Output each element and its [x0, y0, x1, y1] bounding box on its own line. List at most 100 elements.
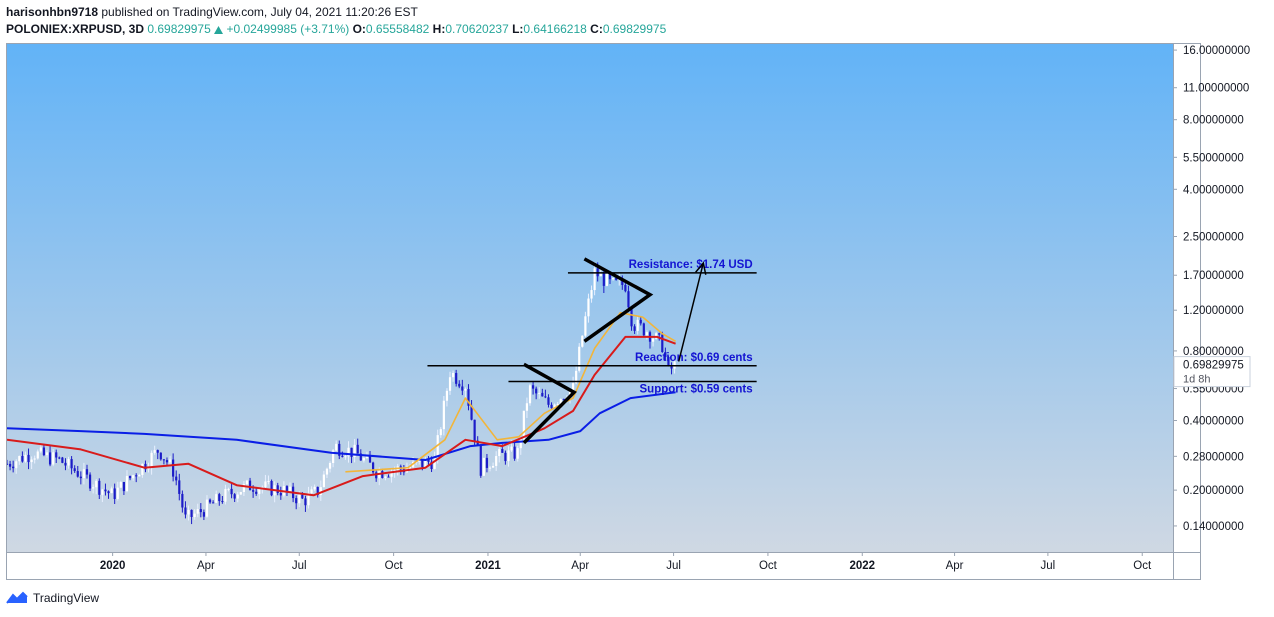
candle — [122, 482, 126, 492]
candle — [451, 372, 455, 378]
candle — [301, 494, 304, 499]
tradingview-brand[interactable]: TradingView — [33, 591, 100, 605]
candle — [33, 458, 36, 460]
ma-mid-line — [7, 335, 676, 497]
candle — [215, 494, 218, 503]
candle — [430, 461, 433, 469]
candle — [611, 277, 615, 280]
candle — [218, 494, 221, 502]
candle — [547, 397, 550, 405]
candle — [316, 486, 319, 496]
candle — [88, 474, 92, 489]
candle — [119, 482, 122, 488]
triangle-pattern — [583, 257, 654, 343]
candle — [245, 480, 249, 485]
candle — [128, 475, 132, 479]
candle — [562, 399, 565, 401]
candle — [458, 383, 461, 387]
triangle-up-icon — [214, 26, 224, 34]
candle — [236, 494, 239, 499]
y-tick-label: 0.14000000 — [1183, 521, 1244, 533]
candle — [239, 492, 242, 495]
candle — [193, 513, 196, 517]
author-name[interactable]: harisonhbn9718 — [6, 5, 99, 19]
candle — [156, 450, 159, 453]
candle — [350, 447, 353, 457]
candle — [488, 467, 492, 469]
arrow-line — [677, 262, 705, 362]
candle — [624, 284, 627, 292]
chart-frame — [6, 43, 1201, 580]
candle — [525, 403, 529, 411]
candle — [470, 405, 473, 420]
candle — [304, 498, 307, 506]
candle — [630, 307, 633, 327]
candle — [258, 489, 261, 494]
candle — [448, 377, 452, 391]
candle — [98, 480, 101, 495]
candle — [113, 488, 116, 499]
candle — [408, 467, 412, 469]
candle — [325, 468, 329, 475]
candle — [578, 346, 581, 371]
candle — [58, 457, 61, 459]
candle — [476, 440, 479, 446]
candle — [138, 474, 141, 477]
candle — [390, 471, 393, 477]
tradingview-logo-icon[interactable] — [6, 590, 28, 606]
candle — [664, 352, 667, 358]
candle — [165, 460, 169, 463]
candle — [92, 487, 95, 489]
candle — [202, 512, 205, 517]
candle — [556, 403, 559, 405]
x-tick-label: Apr — [571, 560, 589, 572]
candle — [288, 486, 292, 491]
candle — [531, 385, 535, 389]
y-tick-label: 11.00000000 — [1183, 83, 1249, 95]
x-tick-label: Jul — [1041, 560, 1056, 572]
candle — [295, 498, 298, 504]
candle — [248, 480, 252, 491]
candle — [135, 475, 138, 477]
candle — [73, 468, 76, 472]
candle — [255, 491, 258, 494]
candle — [212, 502, 215, 504]
candle — [101, 489, 104, 495]
y-tick-label: 1.20000000 — [1183, 305, 1244, 317]
y-tick-label: 0.80000000 — [1183, 346, 1244, 358]
candle — [375, 472, 378, 479]
candle — [491, 465, 495, 468]
candle — [575, 370, 578, 384]
candle — [581, 335, 584, 347]
y-tick-label: 8.00000000 — [1183, 115, 1244, 127]
candle — [553, 404, 556, 409]
last-price-box — [1173, 356, 1251, 388]
candle — [230, 488, 233, 495]
candle — [501, 449, 504, 453]
countdown-label: 1d 8h — [1183, 374, 1211, 386]
candle — [602, 273, 605, 286]
candle — [615, 277, 618, 280]
candle — [421, 460, 424, 468]
drawings: Resistance: $1.74 USD Reaction: $0.69 cen… — [427, 257, 757, 445]
candle — [433, 456, 436, 469]
candle — [7, 463, 9, 465]
candle — [335, 443, 338, 451]
candle — [519, 439, 522, 449]
candle — [344, 456, 347, 458]
candle — [445, 390, 449, 401]
price-axis[interactable]: 16.00000000 11.00000000 8.00000000 5.500000… — [1173, 45, 1250, 533]
time-axis[interactable]: 2020 Apr Jul Oct 2021 Apr Jul Oct 2022 Apr Jul Oct — [100, 552, 1152, 572]
triangle-pattern — [522, 362, 577, 445]
candle — [633, 326, 636, 331]
candle — [541, 392, 544, 397]
candle — [15, 461, 18, 469]
x-tick-label: Apr — [197, 560, 215, 572]
candle — [550, 404, 553, 409]
candle — [393, 470, 396, 472]
candle — [39, 447, 42, 452]
candle — [332, 450, 335, 463]
candle — [168, 459, 172, 463]
candle — [172, 459, 175, 477]
